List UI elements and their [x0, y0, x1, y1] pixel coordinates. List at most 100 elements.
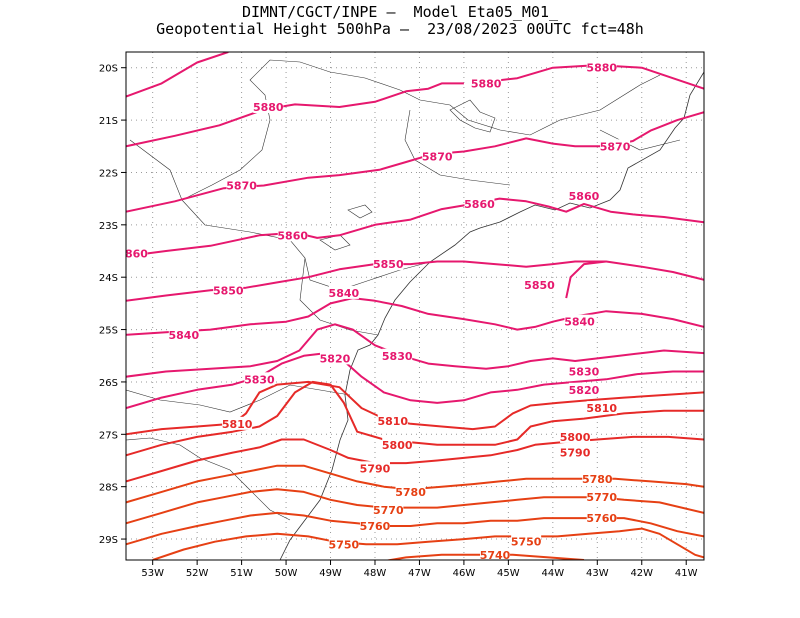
contour-label-bg: [560, 445, 591, 459]
contour-label: 5840: [329, 287, 360, 300]
x-tick-label: 42W: [630, 568, 653, 579]
contour-label: 5760: [586, 512, 617, 525]
contour-label: 5860: [569, 190, 600, 203]
contour-label: 5810: [222, 418, 253, 431]
x-tick-label: 51W: [230, 568, 253, 579]
contour-label: 5810: [377, 415, 408, 428]
contour-label: 5860: [117, 248, 148, 261]
contour-label-bg: [359, 518, 390, 532]
contour-label-layer: 5880 5880 5880 5870 5870 5870 5860 5860 5860 5850…: [117, 60, 631, 562]
contour-label-bg: [568, 382, 599, 396]
y-tick-label: 25S: [99, 326, 118, 337]
contour-label-bg: [480, 547, 511, 560]
contour-label-bg: [600, 139, 631, 153]
contour-label-bg: [126, 246, 148, 260]
y-tick-label: 23S: [99, 221, 118, 232]
contour-label-bg: [586, 401, 617, 415]
contour-label-bg: [277, 228, 308, 242]
contour-label: 5870: [226, 180, 257, 193]
contour-label-bg: [511, 534, 542, 548]
contour-label: 5880: [471, 77, 502, 90]
y-tick-label: 21S: [99, 116, 118, 127]
contour-line-5820: [126, 352, 704, 410]
contour-label: 5750: [329, 538, 360, 551]
contour-label: 5870: [600, 140, 631, 153]
y-tick-label: 24S: [99, 273, 118, 284]
contour-label: 5850: [373, 258, 404, 271]
contour-label: 5740: [480, 549, 511, 562]
contour-line-5740: [384, 553, 585, 560]
chart-title: DIMNT/CGCT/INPE – Model Eta05_M01_ Geopo…: [0, 4, 800, 38]
contour-label: 5770: [373, 504, 404, 517]
contour-label-bg: [422, 149, 453, 163]
x-tick-label: 50W: [275, 568, 298, 579]
contour-label: 5870: [422, 151, 453, 164]
contour-label: 5820: [320, 352, 351, 365]
contour-label: 5880: [586, 62, 617, 75]
contour-label-bg: [359, 461, 390, 475]
map-layer: [126, 59, 704, 560]
contour-label: 5750: [511, 536, 542, 549]
contour-label-bg: [226, 178, 257, 192]
contour-label-bg: [464, 196, 495, 210]
x-tick-label: 52W: [186, 568, 209, 579]
contour-label-bg: [244, 372, 275, 386]
contour-label: 5830: [569, 365, 600, 378]
contour-line-5830: [126, 323, 704, 378]
contour-label-bg: [586, 511, 617, 525]
title-line-2: Geopotential Height 500hPa – 23/08/2023 …: [156, 20, 644, 38]
y-tick-label: 28S: [99, 483, 118, 494]
x-tick-label: 43W: [586, 568, 609, 579]
contour-label-bg: [373, 257, 404, 271]
contour-label: 5840: [564, 316, 595, 329]
contour-line-5750: [152, 527, 704, 560]
coastline: [279, 71, 704, 560]
contour-label: 5760: [360, 520, 391, 533]
contour-label: 5850: [524, 279, 555, 292]
contour-line-5850: [565, 260, 607, 299]
contour-label-bg: [168, 327, 199, 341]
contour-label-bg: [253, 99, 284, 113]
contour-label-bg: [568, 364, 599, 378]
y-tick-label: 29S: [99, 535, 118, 546]
y-tick-label: 20S: [99, 64, 118, 75]
contour-label-bg: [377, 414, 408, 428]
contour-line-5870: [126, 111, 704, 213]
contour-label: 5780: [582, 473, 613, 486]
x-tick-label: 41W: [675, 568, 698, 579]
contour-line-5840: [126, 297, 704, 336]
contour-label-bg: [560, 429, 591, 443]
x-tick-label: 46W: [453, 568, 476, 579]
y-tick-label: 22S: [99, 168, 118, 179]
contour-label-bg: [586, 490, 617, 504]
contour-label: 5830: [382, 350, 413, 363]
contour-line-5880: [126, 82, 464, 148]
contour-label: 5840: [168, 329, 199, 342]
contour-label: 5790: [560, 447, 591, 460]
grid-layer: [126, 52, 704, 560]
contour-line-5860: [126, 197, 704, 258]
contour-label: 5800: [382, 439, 413, 452]
contour-label-bg: [382, 437, 413, 451]
contour-label: 5850: [213, 284, 244, 297]
axis-layer: 53W 52W 51W 50W 49W 48W 47W 46W 45W 44W 43W 42W 41W 2…: [99, 64, 698, 579]
contour-label: 5860: [464, 198, 495, 211]
y-tick-label: 26S: [99, 378, 118, 389]
contour-label: 5790: [360, 462, 391, 475]
x-tick-label: 47W: [408, 568, 431, 579]
contour-label: 5780: [395, 486, 426, 499]
contour-label: 5810: [586, 402, 617, 415]
x-tick-label: 49W: [319, 568, 342, 579]
contour-label-bg: [471, 76, 502, 90]
contour-label: 5820: [569, 384, 600, 397]
contour-label: 5830: [244, 373, 275, 386]
contour-label-bg: [319, 351, 350, 365]
contour-line-5880: [126, 52, 229, 98]
contour-label-bg: [582, 471, 613, 485]
title-line-1: DIMNT/CGCT/INPE – Model Eta05_M01_: [241, 3, 559, 21]
contour-label-bg: [328, 285, 359, 299]
contour-label: 5880: [253, 101, 284, 114]
contour-label-bg: [564, 314, 595, 328]
contour-label: 5860: [277, 229, 308, 242]
